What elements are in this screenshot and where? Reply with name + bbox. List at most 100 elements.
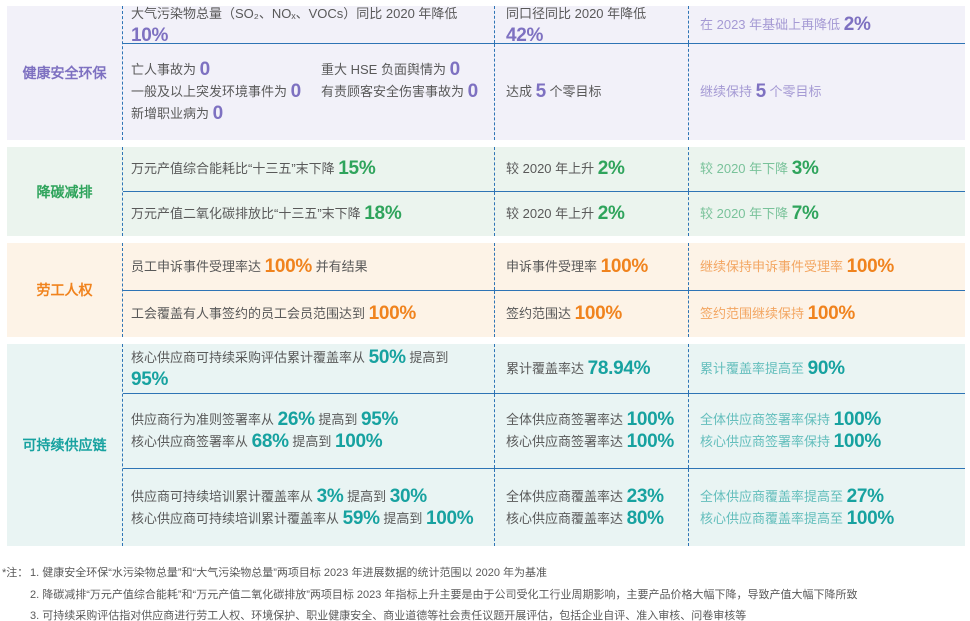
metric-value: 0	[212, 103, 224, 124]
metric-value: 68%	[251, 431, 289, 452]
label-text: 签约范围继续保持	[700, 306, 808, 321]
progress-cell: 全体供应商签署率达 100% 核心供应商签署率达 100%	[494, 394, 688, 468]
table-row: 万元产值综合能耗比“十三五”末下降 15% 较 2020 年上升 2% 较 2020…	[123, 147, 965, 191]
line-group: 全体供应商覆盖率达 23% 核心供应商覆盖率达 80%	[506, 486, 664, 530]
metric-value: 50%	[368, 346, 406, 368]
metric-value: 59%	[342, 507, 380, 529]
metric-value: 30%	[389, 485, 427, 507]
label-text: 提高到	[314, 412, 361, 427]
cell-groups: 核心供应商可持续采购评估累计覆盖率从 50% 提高到 95%	[131, 347, 484, 391]
metric-value: 100%	[846, 255, 895, 277]
progress-cell: 签约范围达 100%	[494, 291, 688, 337]
metric-value: 100%	[626, 409, 675, 430]
metric-value: 26%	[277, 409, 315, 430]
text-line: 继续保持 5 个零目标	[700, 81, 822, 103]
label-text: 提高到	[288, 434, 335, 449]
metric-value: 2%	[597, 203, 625, 224]
label-text: 个零目标	[545, 84, 602, 99]
cell-groups: 大气污染物总量（SO₂、NOₓ、VOCs）同比 2020 年降低 10%	[131, 3, 484, 47]
target-cell: 工会覆盖有人事签约的员工会员范围达到 100%	[123, 291, 494, 337]
label-text: 万元产值二氧化碳排放比“十三五”末下降	[131, 206, 365, 221]
cell-groups: 工会覆盖有人事签约的员工会员范围达到 100%	[131, 303, 416, 325]
metric-value: 42%	[506, 24, 544, 46]
metric-value: 100%	[833, 431, 882, 452]
progress-cell: 较 2020 年上升 2%	[494, 192, 688, 236]
text-line: 核心供应商覆盖率提高至 100%	[700, 508, 894, 530]
progress-cell: 达成 5 个零目标	[494, 44, 688, 140]
text-line: 全体供应商签署率保持 100%	[700, 409, 881, 431]
text-line: 较 2020 年上升 2%	[506, 158, 625, 180]
category-label: 降碳减排	[36, 183, 93, 200]
table-row: 核心供应商可持续采购评估累计覆盖率从 50% 提高到 95% 累计覆盖率达 78.…	[123, 344, 965, 393]
text-line: 核心供应商签署率从 68% 提高到 100%	[131, 431, 398, 453]
line-group: 签约范围达 100%	[506, 303, 622, 325]
line-group: 较 2020 年上升 2%	[506, 158, 625, 180]
cell-groups: 全体供应商签署率达 100% 核心供应商签署率达 100%	[506, 409, 674, 453]
label-text: 较 2020 年上升	[506, 161, 598, 176]
label-text: 继续保持	[700, 84, 756, 99]
line-group: 累计覆盖率达 78.94%	[506, 358, 651, 380]
section-rows: 核心供应商可持续采购评估累计覆盖率从 50% 提高到 95% 累计覆盖率达 78.…	[122, 344, 965, 546]
text-line: 万元产值综合能耗比“十三五”末下降 15%	[131, 158, 376, 180]
label-text: 累计覆盖率达	[506, 360, 588, 376]
line-group: 万元产值二氧化碳排放比“十三五”末下降 18%	[131, 203, 402, 225]
target-cell: 大气污染物总量（SO₂、NOₓ、VOCs）同比 2020 年降低 10%	[123, 6, 494, 46]
text-line: 有责顾客安全伤害事故为 0	[321, 81, 478, 103]
line-group: 重大 HSE 负面舆情为 0 有责顾客安全伤害事故为 0	[321, 59, 478, 103]
label-text: 达成	[506, 84, 536, 99]
metric-value: 2%	[597, 158, 625, 179]
footnote-line: 2. 降碳减排“万元产值综合能耗”和“万元产值二氧化碳排放”两项目标 2023 …	[2, 585, 962, 607]
line-group: 全体供应商签署率保持 100% 核心供应商签署率保持 100%	[700, 409, 881, 453]
text-line: 累计覆盖率达 78.94%	[506, 358, 651, 380]
metric-value: 2%	[843, 13, 871, 35]
footnotes: *注： 1. 健康安全环保“水污染物总量”和“大气污染物总量”两项目标 2023…	[2, 563, 962, 621]
cell-groups: 万元产值二氧化碳排放比“十三五”末下降 18%	[131, 203, 402, 225]
label-text: 核心供应商可持续采购评估累计覆盖率从	[131, 349, 369, 365]
text-line: 继续保持申诉事件受理率 100%	[700, 256, 894, 278]
cell-groups: 较 2020 年下降 3%	[700, 158, 819, 180]
line-group: 工会覆盖有人事签约的员工会员范围达到 100%	[131, 303, 416, 325]
note-prefix	[2, 606, 30, 621]
progress-cell: 全体供应商覆盖率达 23% 核心供应商覆盖率达 80%	[494, 469, 688, 546]
line-group: 全体供应商覆盖率提高至 27% 核心供应商覆盖率提高至 100%	[700, 486, 894, 530]
cell-groups: 申诉事件受理率 100%	[506, 256, 648, 278]
future-cell: 在 2023 年基础上再降低 2%	[688, 6, 965, 43]
future-cell: 继续保持 5 个零目标	[688, 44, 965, 140]
cell-groups: 累计覆盖率提高至 90%	[700, 358, 845, 380]
category-label: 可持续供应链	[22, 437, 107, 453]
metric-value: 7%	[791, 203, 819, 224]
line-group: 亡人事故为 0 一般及以上突发环境事件为 0 新增职业病为 0	[131, 59, 321, 125]
text-line: 全体供应商覆盖率提高至 27%	[700, 486, 894, 508]
text-line: 工会覆盖有人事签约的员工会员范围达到 100%	[131, 303, 416, 325]
metric-value: 15%	[338, 158, 376, 179]
table-row: 大气污染物总量（SO₂、NOₓ、VOCs）同比 2020 年降低 10% 同口径同…	[123, 6, 965, 46]
note-text: 1. 健康安全环保“水污染物总量”和“大气污染物总量”两项目标 2023 年进展…	[30, 567, 548, 579]
metric-value: 100%	[600, 255, 649, 277]
text-line: 较 2020 年上升 2%	[506, 203, 625, 225]
metric-value: 5	[755, 81, 767, 102]
metric-value: 0	[449, 59, 461, 80]
metric-value: 10%	[131, 24, 169, 46]
label-text: 全体供应商覆盖率提高至	[700, 488, 847, 504]
label-text: 核心供应商签署率达	[506, 434, 627, 449]
metric-value: 95%	[361, 409, 399, 430]
line-group: 累计覆盖率提高至 90%	[700, 358, 845, 380]
section-rows: 员工申诉事件受理率达 100% 并有结果 申诉事件受理率 100% 继续保持申诉事件…	[122, 243, 965, 337]
cell-groups: 继续保持 5 个零目标	[700, 81, 822, 103]
label-text: 全体供应商签署率保持	[700, 412, 834, 427]
note-prefix: *注：	[2, 567, 29, 579]
label-text: 万元产值综合能耗比“十三五”末下降	[131, 161, 339, 176]
cell-groups: 员工申诉事件受理率达 100% 并有结果	[131, 256, 368, 278]
line-group: 核心供应商可持续采购评估累计覆盖率从 50% 提高到 95%	[131, 347, 484, 391]
metric-value: 80%	[626, 507, 664, 529]
line-group: 同口径同比 2020 年降低 42%	[506, 3, 678, 47]
label-text: 签约范围达	[506, 306, 575, 321]
future-cell: 较 2020 年下降 3%	[688, 147, 965, 191]
target-cell: 供应商行为准则签署率从 26% 提高到 95% 核心供应商签署率从 68% 提高到…	[123, 394, 494, 468]
label-text: 有责顾客安全伤害事故为	[321, 84, 468, 99]
label-text: 核心供应商签署率保持	[700, 434, 834, 449]
line-group: 申诉事件受理率 100%	[506, 256, 648, 278]
label-text: 并有结果	[312, 258, 368, 274]
line-group: 全体供应商签署率达 100% 核心供应商签署率达 100%	[506, 409, 674, 453]
